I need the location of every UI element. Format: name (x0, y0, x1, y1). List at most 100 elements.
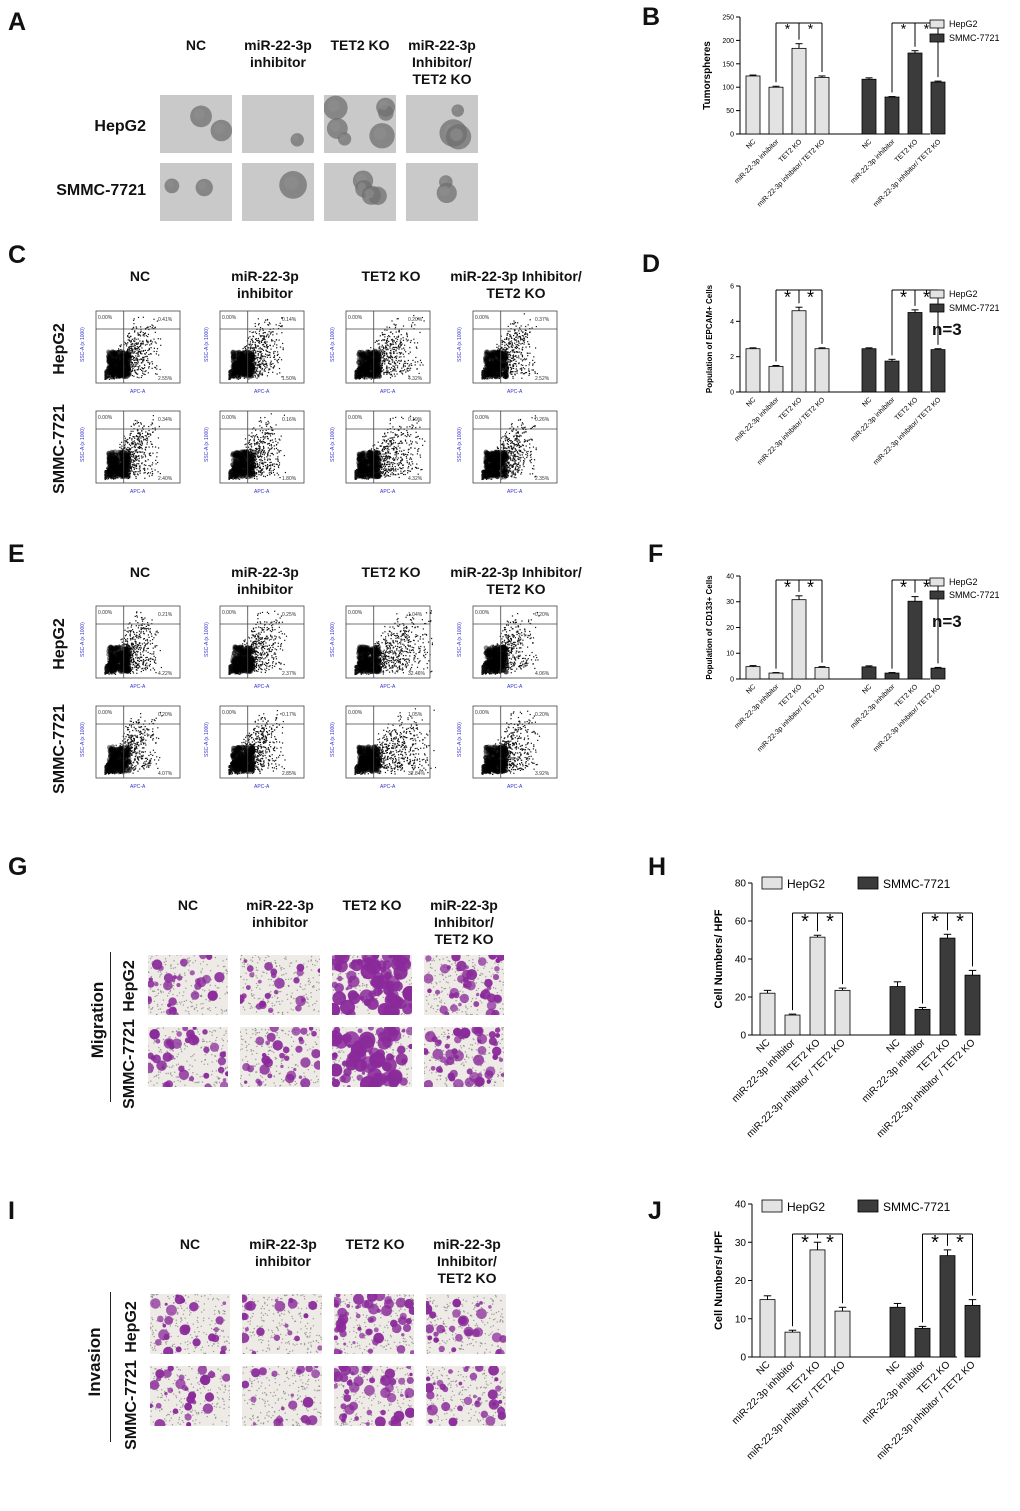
stained-cell (217, 1057, 227, 1066)
axis-label-y: SSC-A (x 1000) (330, 427, 336, 462)
axis-label-x: APC-A (254, 684, 270, 690)
stained-cell (343, 1394, 352, 1402)
gate-percent-topleft: 0.00% (98, 315, 113, 321)
stained-cell (295, 995, 306, 1007)
y-tick-label: 40 (735, 955, 747, 966)
stained-cell (471, 1027, 480, 1035)
significance-star: * (923, 288, 930, 308)
stained-cell (488, 1399, 500, 1410)
stained-cell (171, 978, 176, 983)
stained-cell (252, 1422, 257, 1426)
stained-cell (332, 1077, 336, 1081)
legend-swatch (929, 590, 945, 600)
legend-label: SMMC-7721 (949, 590, 1000, 600)
invasion-image (334, 1366, 414, 1426)
stained-cell (389, 1378, 397, 1386)
y-tick-label: 20 (735, 993, 747, 1004)
axis-label-y: SSC-A (x 1000) (204, 722, 210, 757)
stained-cell (176, 975, 183, 981)
stained-cell (163, 1369, 172, 1378)
stained-cell (273, 1334, 281, 1341)
stained-cell (266, 1032, 276, 1042)
col-header-inhibitor: miR-22-3p inhibitor (244, 37, 312, 71)
stained-cell (452, 1309, 461, 1318)
bar (791, 310, 807, 393)
stained-cell (427, 988, 432, 994)
panel-label-h: H (648, 853, 666, 882)
significance-star: * (826, 911, 834, 933)
axis-label-x: APC-A (130, 389, 146, 395)
tumorsphere-image (160, 163, 232, 221)
stained-cell (427, 1335, 432, 1340)
col-header-combo: miR-22-3p Inhibitor/ TET2 KO (450, 564, 581, 598)
stained-cell (275, 1415, 284, 1424)
stained-cell (317, 1345, 322, 1351)
stained-cell (452, 1298, 462, 1308)
stained-cell (258, 1367, 267, 1376)
stained-cell (272, 1040, 283, 1051)
stained-cell (151, 959, 163, 970)
stained-cell (356, 958, 363, 966)
row-label-hepg2: HepG2 (51, 604, 69, 684)
bar (791, 599, 807, 680)
x-tick-label: NC (885, 1037, 903, 1055)
y-tick-label: 80 (735, 879, 747, 890)
stained-cell (343, 1342, 347, 1346)
stained-cell (164, 1302, 168, 1306)
legend-swatch (929, 19, 945, 29)
stained-cell (487, 1389, 498, 1400)
axis-label-y: SSC-A (x 1000) (204, 427, 210, 462)
stained-cell (164, 1080, 174, 1087)
bar (914, 1008, 931, 1036)
stained-cell (307, 1415, 318, 1426)
axis-label-y: SSC-A (x 1000) (457, 622, 463, 657)
stained-cell (372, 1338, 380, 1346)
stained-cell (488, 1305, 492, 1309)
axis-label-x: APC-A (507, 489, 523, 495)
stained-cell (206, 955, 213, 960)
axis-label-x: APC-A (380, 784, 396, 790)
bar (964, 1304, 981, 1358)
stained-cell (409, 1372, 413, 1377)
gate-percent-top: 0.25% (282, 612, 297, 618)
row-label-migration: Migration (88, 970, 108, 1070)
stained-cell (336, 1317, 347, 1328)
stained-cell (182, 1027, 189, 1032)
stained-cell (250, 1396, 257, 1403)
bar (784, 1014, 801, 1036)
stained-cell (284, 1323, 289, 1328)
stained-cell (469, 1372, 478, 1381)
flow-plot: 0.16% 1.80% 0.00% SSC-A (x 1000) APC-A (204, 410, 305, 495)
significance-star: * (923, 578, 930, 598)
significance-star: * (956, 1232, 964, 1254)
stained-cell (474, 1400, 481, 1408)
gate-percent-bottom: 2.40% (158, 476, 173, 482)
legend-label: HepG2 (787, 877, 825, 891)
axis-label-x: APC-A (507, 784, 523, 790)
stained-cell (294, 1335, 300, 1342)
migration-image (332, 1027, 412, 1087)
stained-cell (402, 1323, 412, 1333)
stained-cell (436, 1324, 445, 1334)
flow-plot: 0.17% 2.85% 0.00% SSC-A (x 1000) APC-A (204, 705, 305, 790)
stained-cell (451, 1048, 458, 1055)
stained-cell (383, 984, 394, 996)
stained-cell (243, 959, 248, 963)
x-tick-label: miR-22-3p inhibitor (734, 683, 781, 730)
n-label-f: n=3 (932, 612, 962, 632)
stained-cell (465, 1328, 473, 1337)
stained-cell (380, 1387, 391, 1398)
migration-image (332, 955, 412, 1015)
tumorsphere-image (242, 163, 314, 221)
stained-cell (148, 977, 153, 982)
stained-cell (308, 1027, 314, 1031)
panel-label-d: D (642, 250, 660, 279)
stained-cell (426, 1383, 434, 1393)
stained-cell (426, 1300, 430, 1306)
gate-percent-bottom: 2.37% (282, 671, 297, 677)
legend-label: HepG2 (949, 289, 978, 299)
stained-cell (381, 1061, 392, 1072)
x-tick-label: NC (745, 138, 757, 150)
stained-cell (453, 1078, 464, 1087)
stained-cell (426, 1376, 431, 1382)
